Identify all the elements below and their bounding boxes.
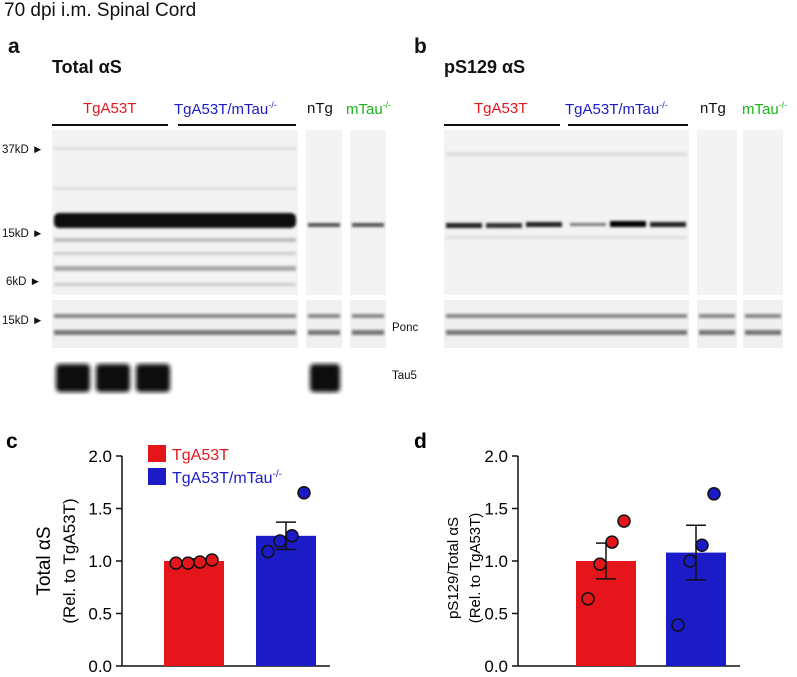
data-point [273,534,287,548]
panel-c-letter: c [6,430,18,453]
data-point [261,544,275,559]
data-point [581,592,595,606]
panel-a-group-ntg: nTg [307,100,333,117]
legend-label-tga53t: TgA53T [172,447,229,464]
chart-c-ylabel-2: (Rel. to TgA53T) [60,498,79,623]
chart-c: c Total αS (Rel. to TgA53T) TgA53T TgA53… [6,430,330,676]
data-point [617,514,631,528]
tau5-label: Tau5 [392,370,417,382]
panel-d-letter: d [414,430,427,453]
data-point [169,556,183,570]
mw-marker-ponc-15kd: 15kD ► [2,315,44,327]
panel-b-group-line-tga53t [444,124,560,126]
legend-swatch-tga53t-mtau [148,468,166,485]
data-point [285,529,299,543]
y-tick-label: 0.5 [88,605,112,624]
panel-b-group-line-tga53t-mtau [568,124,688,126]
panel-a-title: Total αS [52,57,122,77]
y-tick-label: 0.5 [484,605,508,624]
panel-b-group-ntg: nTg [700,100,726,117]
chart-d-ylabel-2: (Rel. to TgA53T) [467,513,484,624]
data-point [205,553,219,567]
panel-b-group-tga53t: TgA53T [474,100,528,117]
legend-swatch-tga53t [148,445,166,462]
mw-marker-15kd: 15kD ► [2,228,44,240]
y-tick-label: 2.0 [88,447,112,466]
blot-a-total-as [52,130,386,392]
data-point [181,556,195,570]
chart-d: d pS129/Total αS (Rel. to TgA53T) 0.0 0.5… [414,430,740,676]
data-point [593,557,607,571]
y-tick-label: 1.0 [484,552,508,571]
data-point [671,618,685,632]
mw-marker-37kd: 37kD ► [2,144,44,156]
blot-b-ps129 [444,130,783,348]
data-point [193,555,207,569]
panel-a-group-tga53t-mtau: TgA53T/mTau-/- [174,100,277,118]
data-point [605,535,619,549]
bar-0 [164,561,224,666]
y-tick-label: 2.0 [484,447,508,466]
panel-b-letter: b [414,35,427,58]
western-blot-images [52,130,783,392]
mw-marker-6kd: 6kD ► [6,276,42,288]
panel-a-group-line-tga53t [52,124,168,126]
panel-a-group-tga53t: TgA53T [83,100,137,117]
panel-b-group-mtau: mTau-/- [742,100,788,118]
chart-c-ylabel-1: Total αS [34,526,55,595]
y-tick-label: 0.0 [88,657,112,676]
y-tick-label: 0.0 [484,657,508,676]
legend-label-tga53t-mtau: TgA53T/mTau-/- [172,469,282,487]
chart-d-ylabel-1: pS129/Total αS [445,517,462,619]
panel-a-group-line-tga53t-mtau [178,124,296,126]
y-tick-label: 1.5 [88,500,112,519]
panel-a-group-mtau: mTau-/- [346,100,392,118]
panel-b-group-tga53t-mtau: TgA53T/mTau-/- [565,100,668,118]
ponc-label: Ponc [392,322,419,334]
figure-title: 70 dpi i.m. Spinal Cord [4,0,197,21]
data-point [707,487,721,501]
panel-b-title: pS129 αS [444,57,526,77]
data-point [297,486,311,500]
data-point [683,554,697,568]
y-tick-label: 1.5 [484,500,508,519]
panel-a-letter: a [8,35,20,58]
y-tick-label: 1.0 [88,552,112,571]
data-point [695,538,709,552]
